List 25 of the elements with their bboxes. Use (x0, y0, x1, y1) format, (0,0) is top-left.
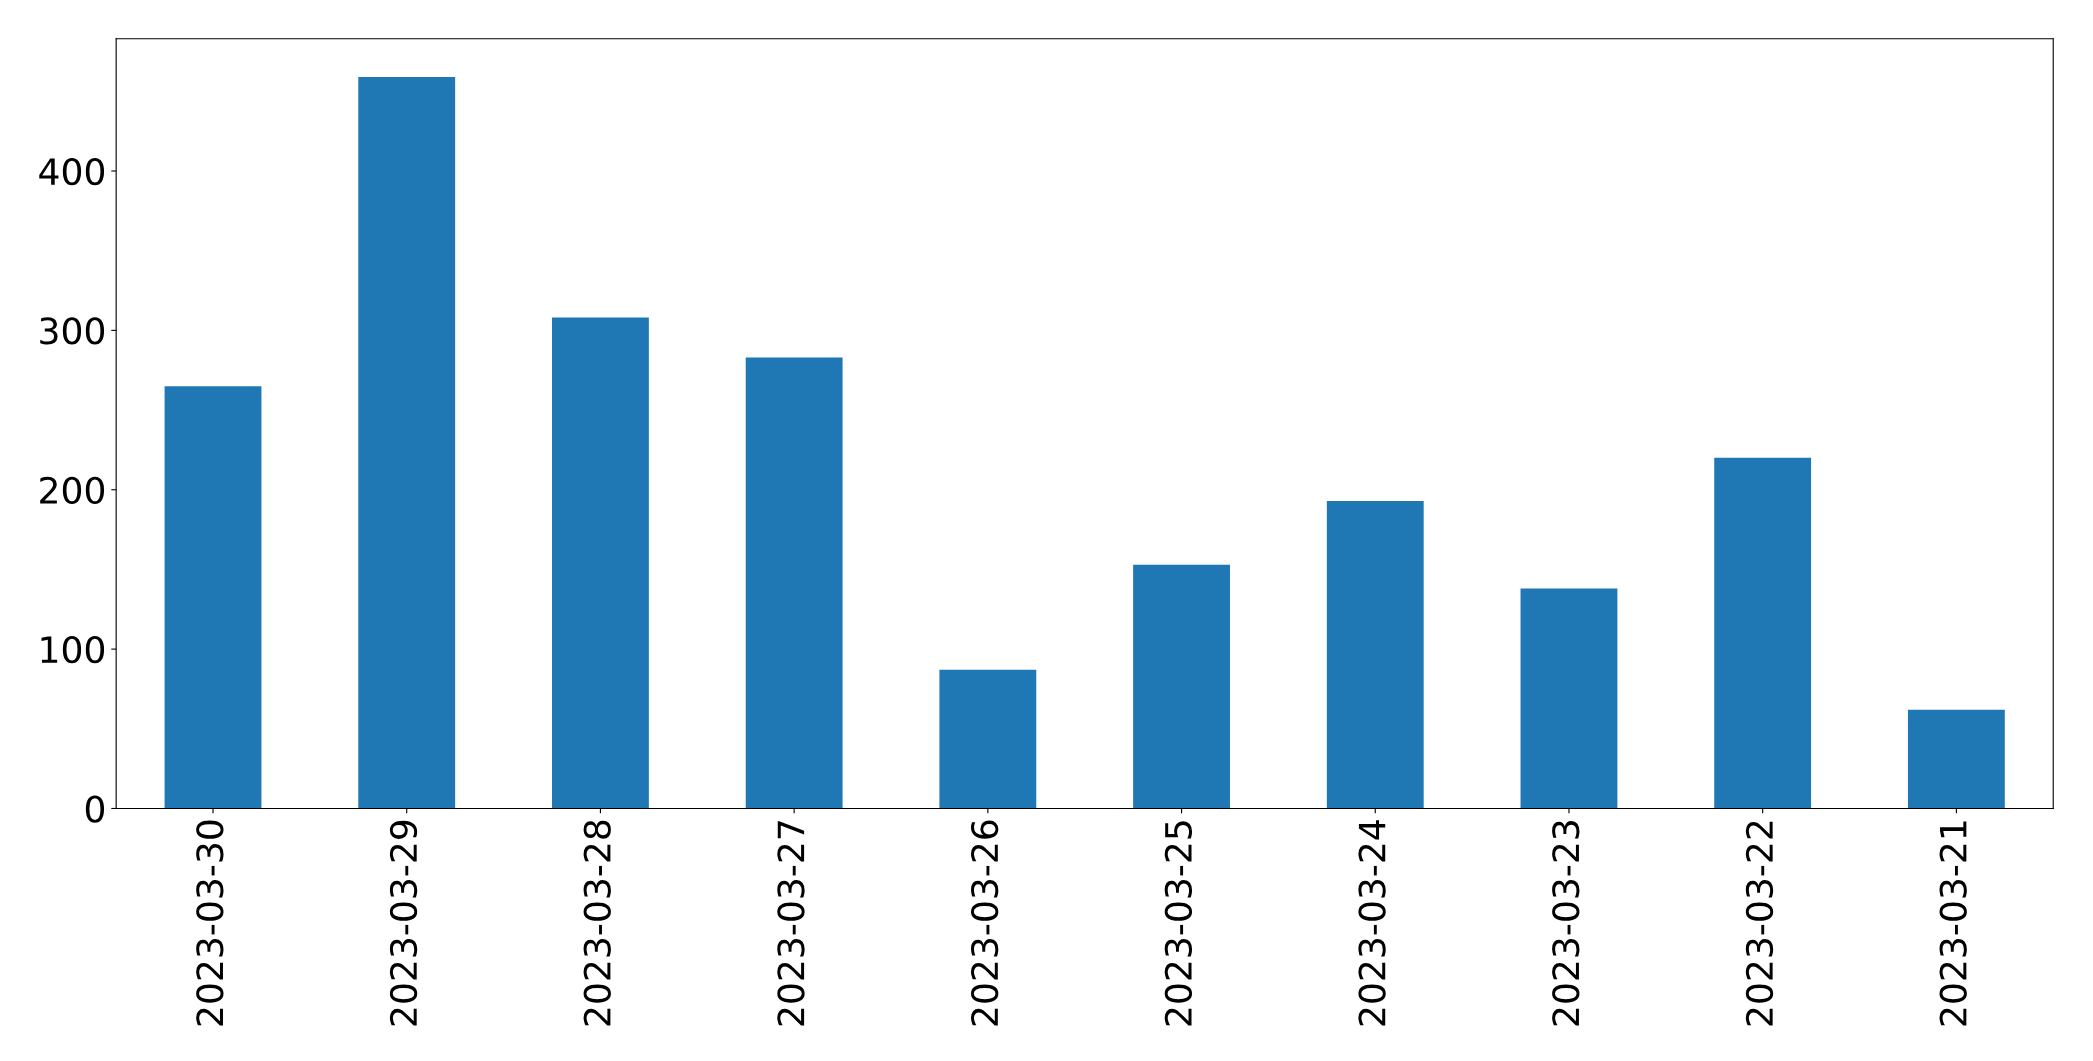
x-tick-label: 2023-03-30 (196, 820, 224, 1026)
bar (1714, 457, 1812, 809)
bar (1520, 588, 1618, 809)
y-tick-label: 300 (40, 317, 105, 345)
x-tick-label: 2023-03-21 (1939, 821, 1967, 1026)
x-tick-label: 2023-03-23 (1552, 821, 1580, 1026)
x-tick-label: 2023-03-28 (583, 820, 611, 1026)
x-tick-label: 2023-03-24 (1358, 820, 1386, 1026)
bar (1907, 709, 2005, 809)
x-tick-label: 2023-03-27 (777, 821, 805, 1026)
y-tick-label: 400 (39, 157, 105, 186)
bar (552, 317, 649, 809)
bar (164, 386, 262, 809)
bar (358, 76, 456, 809)
y-tick-label: 200 (40, 476, 105, 504)
bar (939, 669, 1037, 809)
x-tick-label: 2023-03-22 (1745, 821, 1774, 1026)
x-tick-label: 2023-03-29 (389, 820, 418, 1026)
bar (1326, 500, 1424, 809)
x-tick-label: 2023-03-26 (971, 820, 999, 1026)
bar (1133, 564, 1230, 809)
x-tick-label: 2023-03-25 (1164, 821, 1193, 1026)
bar (745, 357, 843, 809)
y-tick-label: 100 (41, 636, 105, 664)
y-tick-label: 0 (85, 795, 105, 823)
